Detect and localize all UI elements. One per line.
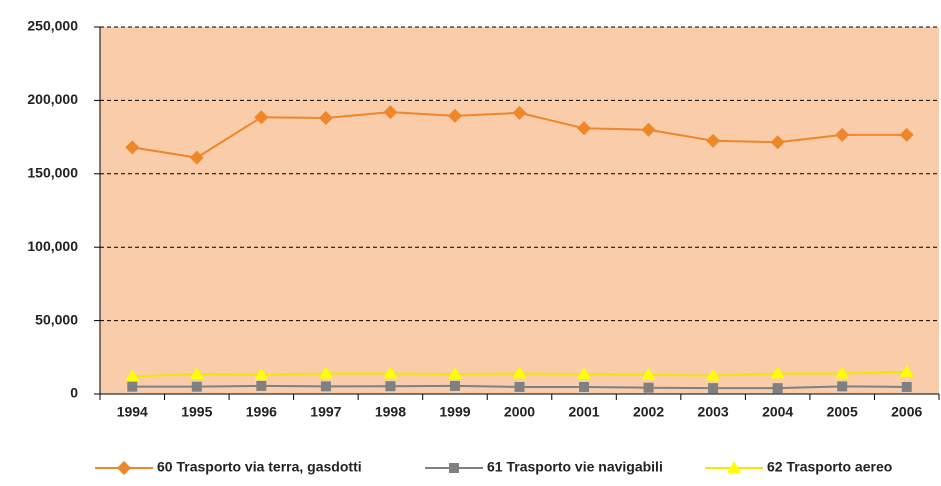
data-point [641, 367, 656, 380]
data-point [318, 111, 333, 126]
data-point [512, 105, 527, 120]
y-tick-label: 0 [70, 385, 78, 401]
x-tick-label: 2002 [633, 404, 664, 420]
data-point [770, 135, 785, 150]
y-tick-label: 250,000 [27, 18, 78, 34]
data-point [191, 381, 202, 392]
data-point [189, 367, 204, 380]
y-tick-label: 200,000 [27, 91, 78, 107]
x-tick-label: 2006 [891, 404, 922, 420]
x-tick-label: 1997 [310, 404, 341, 420]
data-point [837, 381, 848, 392]
x-tick-label: 2004 [762, 404, 793, 420]
data-point [643, 382, 654, 393]
x-tick-label: 2000 [504, 404, 535, 420]
data-point [512, 366, 527, 379]
data-point [641, 122, 656, 137]
data-point [385, 381, 396, 392]
data-point [708, 383, 719, 394]
x-tick-label: 2003 [698, 404, 729, 420]
data-point [706, 133, 721, 148]
x-tick-label: 1994 [117, 404, 148, 420]
data-point [835, 127, 850, 142]
x-tick-label: 1996 [246, 404, 277, 420]
data-point [447, 108, 462, 123]
plot-area [100, 27, 939, 394]
legend-label: 60 Trasporto via terra, gasdotti [157, 459, 362, 475]
data-point [125, 369, 140, 382]
data-point [256, 380, 267, 391]
legend-marker [117, 461, 131, 475]
y-tick-label: 150,000 [27, 165, 78, 181]
data-point [514, 381, 525, 392]
x-tick-label: 2005 [827, 404, 858, 420]
data-point [127, 381, 138, 392]
data-point [901, 381, 912, 392]
data-point [125, 140, 140, 155]
legend-marker [449, 463, 459, 473]
data-point [577, 121, 592, 136]
data-point [772, 383, 783, 394]
data-point [254, 367, 269, 380]
data-point [899, 127, 914, 142]
data-point [577, 367, 592, 380]
legend-label: 62 Trasporto aereo [767, 459, 892, 475]
data-point [579, 381, 590, 392]
y-tick-label: 50,000 [35, 311, 78, 327]
data-point [449, 380, 460, 391]
x-tick-label: 1999 [439, 404, 470, 420]
data-point [254, 110, 269, 125]
data-point [383, 366, 398, 379]
data-point [706, 368, 721, 381]
data-point [318, 366, 333, 379]
x-tick-label: 1995 [181, 404, 212, 420]
data-point [189, 150, 204, 165]
data-point [383, 105, 398, 120]
data-point [770, 366, 785, 379]
data-point [447, 367, 462, 380]
data-point [320, 381, 331, 392]
data-point [899, 364, 914, 377]
data-point [835, 366, 850, 379]
y-tick-label: 100,000 [27, 238, 78, 254]
x-tick-label: 1998 [375, 404, 406, 420]
legend-label: 61 Trasporto vie navigabili [487, 459, 663, 475]
x-tick-label: 2001 [568, 404, 599, 420]
legend-marker [727, 461, 741, 473]
